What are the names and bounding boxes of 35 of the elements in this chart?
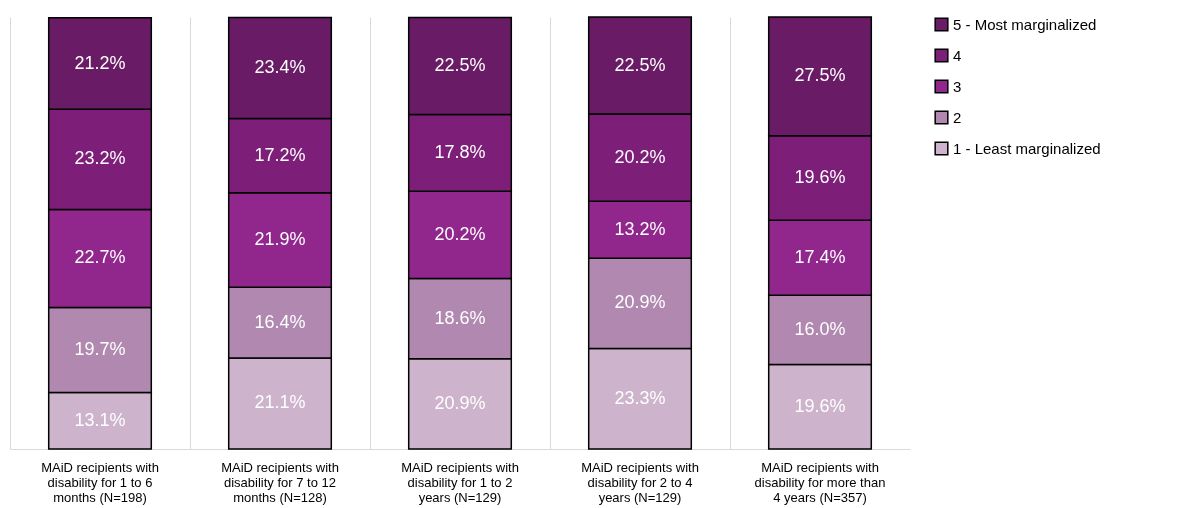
x-tick-label: MAiD recipients with disability for 1 to 2 years (N=129) bbox=[401, 459, 519, 505]
x-tick-label: MAiD recipients with disability for 2 to 4 years (N=129) bbox=[581, 459, 699, 505]
legend-label: 3 bbox=[953, 77, 962, 95]
data-label: 21.2% bbox=[74, 52, 126, 73]
legend-label: 1 - Least marginalized bbox=[953, 139, 1101, 157]
data-label: 22.5% bbox=[614, 54, 666, 75]
data-label: 18.6% bbox=[434, 307, 486, 328]
data-label: 20.2% bbox=[434, 223, 486, 244]
data-label: 22.5% bbox=[434, 54, 486, 75]
data-label: 13.2% bbox=[614, 218, 666, 239]
data-label: 19.6% bbox=[794, 166, 846, 187]
data-label: 20.9% bbox=[614, 292, 666, 313]
data-label: 23.4% bbox=[254, 56, 306, 77]
legend-label: 2 bbox=[953, 108, 962, 126]
legend-label: 4 bbox=[953, 46, 962, 64]
data-label: 16.0% bbox=[794, 318, 846, 339]
data-label: 22.7% bbox=[74, 247, 126, 268]
data-label: 19.6% bbox=[794, 395, 846, 416]
data-label: 17.2% bbox=[254, 144, 306, 165]
data-label: 20.2% bbox=[614, 146, 666, 167]
x-tick-label: MAiD recipients with disability for 1 to 6 months (N=198) bbox=[41, 459, 159, 505]
legend-label: 5 - Most marginalized bbox=[953, 15, 1097, 33]
data-label: 27.5% bbox=[794, 65, 846, 86]
data-label: 13.1% bbox=[74, 409, 126, 430]
data-label: 21.1% bbox=[254, 392, 306, 413]
data-label: 20.9% bbox=[434, 392, 486, 413]
data-label: 17.4% bbox=[794, 246, 846, 267]
x-tick-label: MAiD recipients with disability for more than 4 years (N=357) bbox=[754, 459, 886, 505]
data-label: 16.4% bbox=[254, 311, 306, 332]
data-label: 23.3% bbox=[614, 387, 666, 408]
data-label: 19.7% bbox=[74, 338, 126, 359]
data-label: 17.8% bbox=[434, 141, 486, 162]
data-label: 21.9% bbox=[254, 228, 306, 249]
data-label: 23.2% bbox=[74, 148, 126, 169]
x-tick-label: MAiD recipients with disability for 7 to 12 months (N=128) bbox=[221, 459, 339, 505]
